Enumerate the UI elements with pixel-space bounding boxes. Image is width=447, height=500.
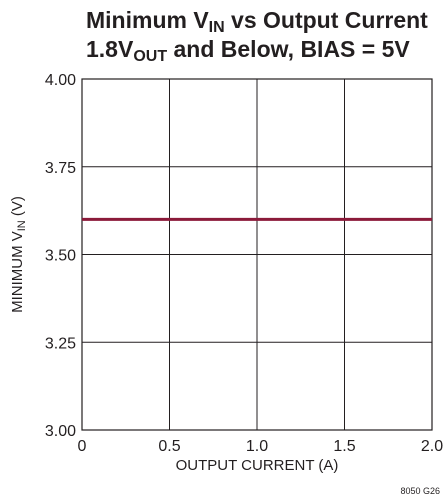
y-tick-label: 4.00 xyxy=(45,72,76,89)
x-tick-label: 1.0 xyxy=(246,438,268,455)
y-tick-label: 3.25 xyxy=(45,335,76,352)
chart-title-part: and Below, BIAS = 5V xyxy=(167,36,410,62)
figure-code: 8050 G26 xyxy=(400,486,440,496)
chart-title-part: Minimum V xyxy=(86,7,209,33)
chart-title: Minimum VIN vs Output Current 1.8VOUT an… xyxy=(86,6,428,65)
grid xyxy=(81,78,433,431)
chart-title-line-2: 1.8VOUT and Below, BIAS = 5V xyxy=(86,35,428,65)
y-axis-label: MINIMUM VIN (V) xyxy=(9,196,28,313)
y-tick-label: 3.75 xyxy=(45,160,76,177)
x-tick-label: 0 xyxy=(78,438,87,455)
y-tick-label: 3.00 xyxy=(45,423,76,440)
x-tick-label: 2.0 xyxy=(421,438,443,455)
chart-title-part: vs Output Current xyxy=(224,7,428,33)
chart-title-part: OUT xyxy=(133,48,168,65)
chart-title-part: IN xyxy=(208,19,225,36)
x-axis-label: OUTPUT CURRENT (A) xyxy=(176,457,339,474)
x-tick-label: 1.5 xyxy=(333,438,355,455)
y-axis-label-part: MINIMUM V xyxy=(9,231,26,313)
tick-labels: 0 0.5 1.0 1.5 2.0 3.00 3.25 3.50 3.75 4.00 xyxy=(45,72,443,455)
y-axis-label-part: IN xyxy=(16,220,28,231)
chart-title-line-1: Minimum VIN vs Output Current xyxy=(86,6,428,36)
y-tick-label: 3.50 xyxy=(45,248,76,265)
y-axis-label-part: (V) xyxy=(9,196,26,220)
x-tick-label: 0.5 xyxy=(158,438,180,455)
plot-area-frame xyxy=(81,78,433,431)
chart-title-part: 1.8V xyxy=(86,36,134,62)
